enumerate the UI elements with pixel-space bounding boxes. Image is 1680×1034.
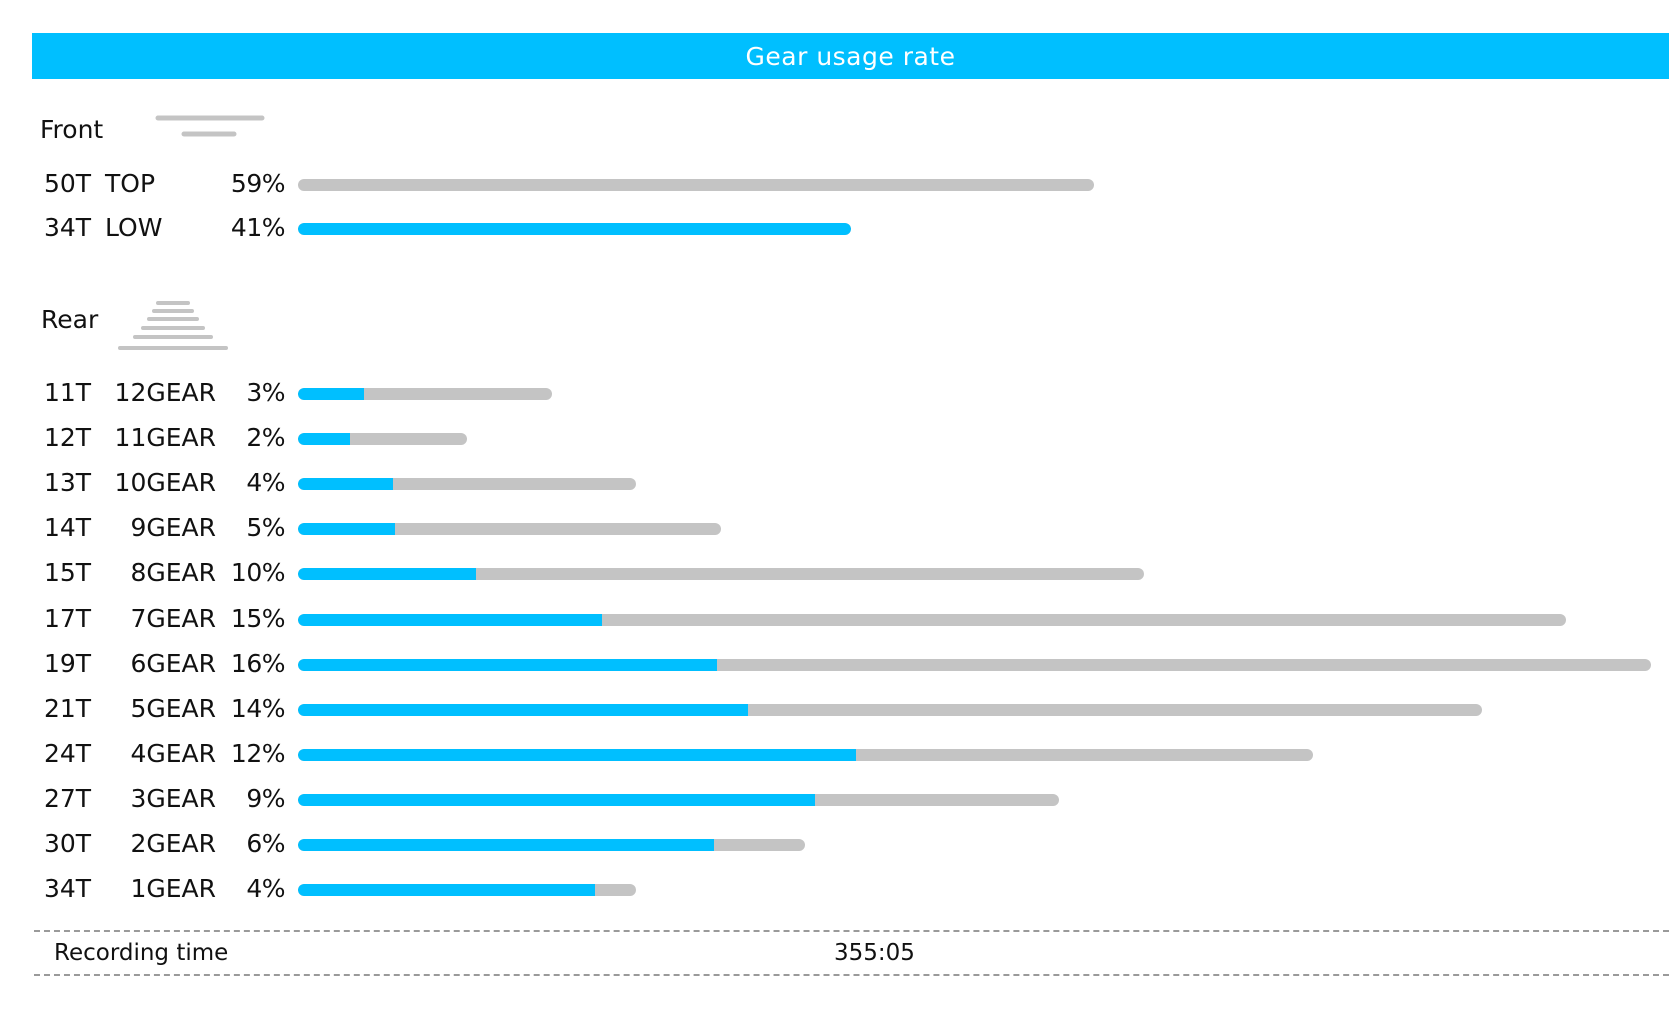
percent-label: 9% (246, 783, 285, 813)
teeth-label: 34T (44, 213, 92, 242)
rear-gear-row: 14T 9GEAR 5% (0, 513, 1680, 543)
rear-gear-row: 11T 12GEAR 3% (0, 378, 1680, 408)
usage-bar (298, 223, 851, 235)
usage-bar-fill (298, 478, 393, 491)
rear-gear-row: 15T 8GEAR 10% (0, 558, 1680, 588)
teeth-label: 30T (44, 829, 92, 858)
usage-bar-fill (298, 388, 364, 400)
percent-label: 6% (246, 829, 285, 858)
percent-label: 15% (230, 603, 286, 633)
teeth-label: 34T (44, 874, 92, 904)
percent-label: 3% (246, 378, 285, 407)
teeth-label: 50T (44, 169, 92, 198)
usage-bar-fill (298, 613, 602, 626)
percent-label: 4% (246, 874, 285, 904)
gear-label: 8GEAR (130, 558, 216, 588)
rear-section-label: Rear (41, 305, 99, 334)
usage-bar (298, 179, 1094, 191)
teeth-label: 15T (44, 558, 92, 588)
usage-bar (298, 478, 636, 491)
gear-label: 10GEAR (114, 468, 216, 498)
rear-gear-row: 24T 4GEAR 12% (0, 739, 1680, 769)
rear-gear-row: 19T 6GEAR 16% (0, 649, 1680, 679)
gear-label: 2GEAR (130, 829, 216, 858)
usage-bar (298, 523, 721, 536)
usage-bar (298, 613, 1566, 626)
usage-bar (298, 839, 805, 851)
usage-bar (298, 388, 552, 400)
rear-gear-row: 12T 11GEAR 2% (0, 423, 1680, 453)
usage-bar (298, 568, 1144, 581)
gear-label: TOP (105, 169, 156, 198)
usage-bar-fill (298, 839, 714, 851)
usage-bar (298, 793, 1059, 806)
recording-time-label: Recording time (54, 940, 229, 966)
percent-label: 41% (230, 213, 286, 242)
percent-label: 10% (230, 558, 286, 588)
teeth-label: 21T (44, 693, 92, 723)
percent-label: 4% (246, 468, 285, 498)
usage-bar (298, 433, 467, 446)
gear-label: 7GEAR (130, 603, 216, 633)
percent-label: 14% (230, 693, 286, 723)
usage-bar-fill (298, 884, 595, 897)
usage-bar-fill (298, 223, 851, 235)
teeth-label: 17T (44, 603, 92, 633)
gear-label: 4GEAR (130, 738, 216, 768)
rear-gear-row: 13T 10GEAR 4% (0, 468, 1680, 498)
rear-gear-row: 17T 7GEAR 15% (0, 604, 1680, 634)
teeth-label: 14T (44, 513, 92, 543)
percent-label: 16% (230, 648, 286, 678)
rear-gear-row: 30T 2GEAR 6% (0, 829, 1680, 859)
recording-time-value: 355:05 (834, 940, 915, 966)
rear-gear-row: 21T 5GEAR 14% (0, 694, 1680, 724)
front-section-label: Front (40, 115, 104, 144)
usage-bar-fill (298, 748, 856, 761)
teeth-label: 12T (44, 423, 92, 453)
recording-time-row: Recording time 355:05 (34, 930, 1669, 976)
gear-label: 1GEAR (130, 874, 216, 904)
usage-bar (298, 884, 636, 897)
rear-gear-row: 27T 3GEAR 9% (0, 784, 1680, 814)
gear-label: 6GEAR (130, 648, 216, 678)
usage-bar (298, 703, 1482, 716)
gear-label: 3GEAR (130, 783, 216, 813)
front-gear-row: 50T TOP 59% (0, 169, 1680, 199)
chart-title: Gear usage rate (32, 33, 1669, 79)
gear-label: LOW (105, 213, 163, 242)
usage-bar-fill (298, 433, 350, 446)
percent-label: 2% (246, 423, 285, 453)
usage-bar-fill (298, 568, 476, 581)
usage-bar (298, 748, 1313, 761)
percent-label: 12% (230, 738, 286, 768)
teeth-label: 11T (44, 378, 92, 407)
front-gear-row: 34T LOW 41% (0, 213, 1680, 243)
gear-label: 11GEAR (114, 423, 216, 453)
gear-label: 5GEAR (130, 693, 216, 723)
usage-bar-fill (298, 703, 748, 716)
percent-label: 5% (246, 513, 285, 543)
percent-label: 59% (230, 169, 286, 198)
teeth-label: 19T (44, 648, 92, 678)
usage-bar (298, 658, 1651, 671)
usage-bar-fill (298, 523, 395, 536)
teeth-label: 27T (44, 783, 92, 813)
gear-label: 12GEAR (114, 378, 216, 407)
front-chainring-icon (155, 115, 265, 137)
teeth-label: 13T (44, 468, 92, 498)
gear-label: 9GEAR (130, 513, 216, 543)
rear-cassette-icon (118, 301, 228, 350)
usage-bar-fill (298, 793, 815, 806)
teeth-label: 24T (44, 738, 92, 768)
usage-bar-fill (298, 658, 717, 671)
rear-gear-row: 34T 1GEAR 4% (0, 874, 1680, 904)
